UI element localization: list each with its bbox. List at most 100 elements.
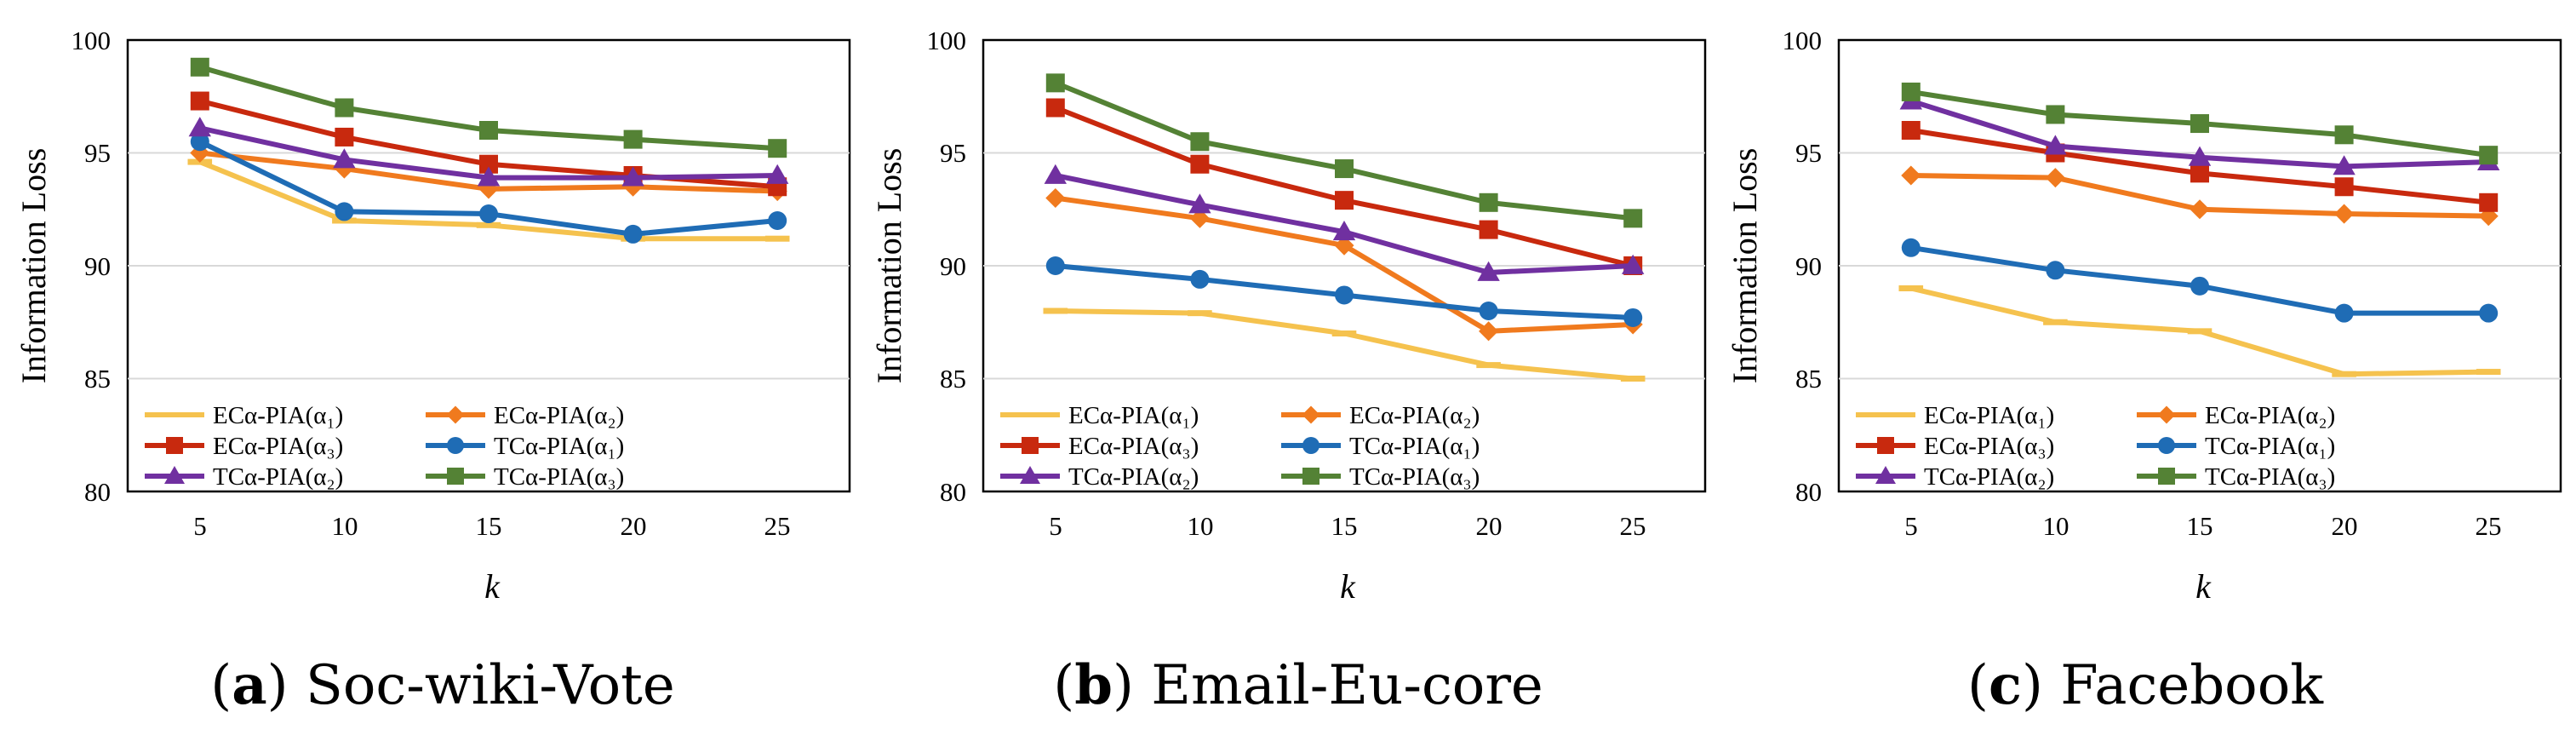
legend-label: TCα-PIA(α₁) — [2205, 433, 2335, 460]
y-tick-label: 100 — [1783, 26, 1823, 55]
data-point — [621, 166, 644, 187]
gridlines — [128, 152, 850, 380]
caption-title: Soc-wiki-Vote — [306, 654, 675, 717]
y-tick-label: 95 — [84, 138, 111, 168]
data-point — [2190, 114, 2209, 134]
x-axis-label: k — [1340, 567, 1356, 606]
x-tick-label: 20 — [1476, 511, 1503, 541]
data-point — [188, 117, 211, 137]
data-point — [478, 179, 499, 199]
y-tick-label: 90 — [84, 251, 111, 281]
data-point — [1620, 376, 1646, 382]
caption-title: Email-Eu-core — [1151, 654, 1543, 717]
legend-label: TCα-PIA(α₃) — [1349, 463, 1480, 491]
data-point — [2187, 328, 2212, 335]
y-axis-label: Information Loss — [14, 148, 53, 384]
data-point — [768, 139, 787, 158]
legend-swatch-marker — [1877, 437, 1894, 454]
data-point — [335, 98, 354, 118]
legend-entry: ECα-PIA(α₃) — [1856, 433, 2054, 460]
data-point — [2043, 319, 2068, 325]
x-tick-label: 25 — [2476, 511, 2502, 541]
data-point — [2188, 146, 2212, 166]
gridlines — [1839, 152, 2561, 380]
data-point — [1479, 321, 1499, 342]
x-tick-label: 10 — [1188, 511, 1214, 541]
data-point — [768, 211, 787, 230]
data-point — [335, 127, 354, 147]
data-point — [1045, 187, 1066, 209]
legend-swatch-marker — [2158, 468, 2175, 485]
legend-swatch-marker — [2157, 405, 2176, 424]
y-tick-label: 85 — [84, 364, 111, 394]
legend: ECα-PIA(α₁) ECα-PIA(α₂) ECα-PIA(α₃) TCα-… — [1000, 402, 1480, 491]
caption-title: Facebook — [2060, 654, 2324, 717]
y-tick-label: 90 — [1795, 251, 1822, 281]
legend-entry: TCα-PIA(α₁) — [1281, 433, 1480, 460]
panel-caption: (a) Soc-wiki-Vote — [210, 653, 675, 717]
series-layer — [1898, 82, 2501, 377]
legend-entry: TCα-PIA(α₂) — [1856, 463, 2054, 491]
x-tick-label: 25 — [1620, 511, 1646, 541]
data-point — [1335, 159, 1354, 179]
x-axis-label: k — [484, 567, 501, 606]
x-tick-label: 5 — [1904, 511, 1918, 541]
data-point — [2333, 155, 2356, 175]
data-point — [623, 129, 643, 149]
data-point — [1901, 82, 1921, 101]
data-point — [1476, 362, 1501, 369]
data-point — [1188, 310, 1212, 317]
legend-swatch-marker — [1020, 466, 1040, 484]
data-point — [1901, 165, 1921, 186]
legend-label: TCα-PIA(α₂) — [1924, 463, 2054, 491]
data-point — [333, 148, 356, 169]
caption-letter: c — [1989, 653, 2022, 717]
data-point — [2046, 261, 2065, 280]
data-point — [1335, 285, 1354, 305]
data-point — [1898, 285, 1924, 291]
data-point — [477, 166, 501, 187]
x-tick-label: 20 — [621, 511, 647, 541]
data-point — [1623, 307, 1643, 327]
legend-label: TCα-PIA(α₃) — [2205, 463, 2335, 491]
legend-label: ECα-PIA(α₁) — [213, 402, 343, 429]
legend-label: ECα-PIA(α₃) — [1068, 433, 1199, 460]
data-point — [2334, 204, 2355, 224]
data-point — [1334, 235, 1354, 256]
caption-letter: b — [1074, 653, 1113, 717]
data-point — [476, 221, 501, 228]
x-tick-label: 15 — [476, 511, 502, 541]
y-axis-label: Information Loss — [1726, 148, 1764, 384]
y-tick-label: 95 — [1795, 138, 1822, 168]
legend-label: ECα-PIA(α₁) — [1924, 402, 2054, 429]
x-tick-label: 10 — [2043, 511, 2069, 541]
legend-swatch-marker — [1022, 437, 1039, 454]
data-point — [335, 202, 354, 221]
legend-label: TCα-PIA(α₁) — [1349, 433, 1480, 460]
legend-swatch-marker — [166, 437, 183, 454]
legend-entry: ECα-PIA(α₁) — [1856, 402, 2054, 429]
legend-label: ECα-PIA(α₁) — [1068, 402, 1199, 429]
data-point — [1901, 121, 1921, 140]
legend-entry: ECα-PIA(α₂) — [2137, 402, 2335, 429]
x-tick-label: 5 — [193, 511, 207, 541]
data-point — [1189, 208, 1210, 228]
data-point — [334, 158, 354, 179]
legend-entry: ECα-PIA(α₁) — [1000, 402, 1199, 429]
y-tick-label: 90 — [940, 251, 966, 281]
legend-label: ECα-PIA(α₂) — [2205, 402, 2335, 429]
data-point — [2479, 303, 2499, 323]
legend-label: ECα-PIA(α₂) — [494, 402, 624, 429]
legend-entry: TCα-PIA(α₃) — [1281, 463, 1480, 491]
legend-label: ECα-PIA(α₃) — [1924, 433, 2054, 460]
data-point — [1332, 221, 1356, 241]
caption-letter: a — [232, 653, 266, 717]
data-point — [479, 121, 498, 140]
legend-label: TCα-PIA(α₂) — [213, 463, 343, 491]
data-point — [1190, 132, 1210, 152]
data-point — [764, 235, 790, 242]
legend-swatch-marker — [447, 437, 464, 454]
y-tick-label: 80 — [940, 477, 966, 507]
data-point — [1043, 307, 1068, 314]
